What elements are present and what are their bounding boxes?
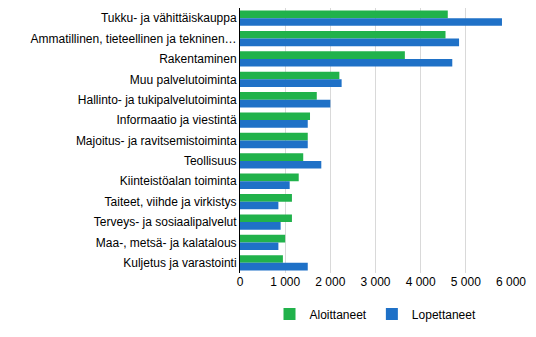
svg-text:2 000: 2 000 [315, 275, 345, 289]
svg-text:Kiinteistöalan toiminta: Kiinteistöalan toiminta [120, 174, 237, 188]
svg-text:6 000: 6 000 [496, 275, 526, 289]
svg-text:Ammatillinen, tieteellinen ja: Ammatillinen, tieteellinen ja tekninen… [30, 32, 236, 46]
svg-text:Teollisuus: Teollisuus [184, 154, 237, 168]
svg-text:Maa-, metsä- ja kalatalous: Maa-, metsä- ja kalatalous [96, 236, 237, 250]
svg-text:Taiteet, viihde ja virkistys: Taiteet, viihde ja virkistys [105, 195, 237, 209]
svg-text:Terveys- ja sosiaalipalvelut: Terveys- ja sosiaalipalvelut [94, 215, 237, 229]
svg-text:Informaatio ja viestintä: Informaatio ja viestintä [117, 113, 237, 127]
svg-text:0: 0 [237, 275, 244, 289]
svg-text:1 000: 1 000 [270, 275, 300, 289]
svg-text:Aloittaneet: Aloittaneet [310, 308, 367, 322]
svg-text:Majoitus- ja ravitsemistoimint: Majoitus- ja ravitsemistoiminta [76, 134, 237, 148]
svg-text:3 000: 3 000 [360, 275, 390, 289]
svg-text:Hallinto- ja tukipalvelutoimin: Hallinto- ja tukipalvelutoiminta [78, 93, 237, 107]
svg-text:Kuljetus ja varastointi: Kuljetus ja varastointi [123, 256, 236, 270]
svg-text:Tukku- ja vähittäiskauppa: Tukku- ja vähittäiskauppa [101, 11, 237, 25]
svg-text:Rakentaminen: Rakentaminen [159, 52, 236, 66]
svg-text:5 000: 5 000 [451, 275, 481, 289]
svg-text:4 000: 4 000 [406, 275, 436, 289]
svg-text:Lopettaneet: Lopettaneet [412, 308, 476, 322]
svg-text:Muu palvelutoiminta: Muu palvelutoiminta [130, 73, 237, 87]
